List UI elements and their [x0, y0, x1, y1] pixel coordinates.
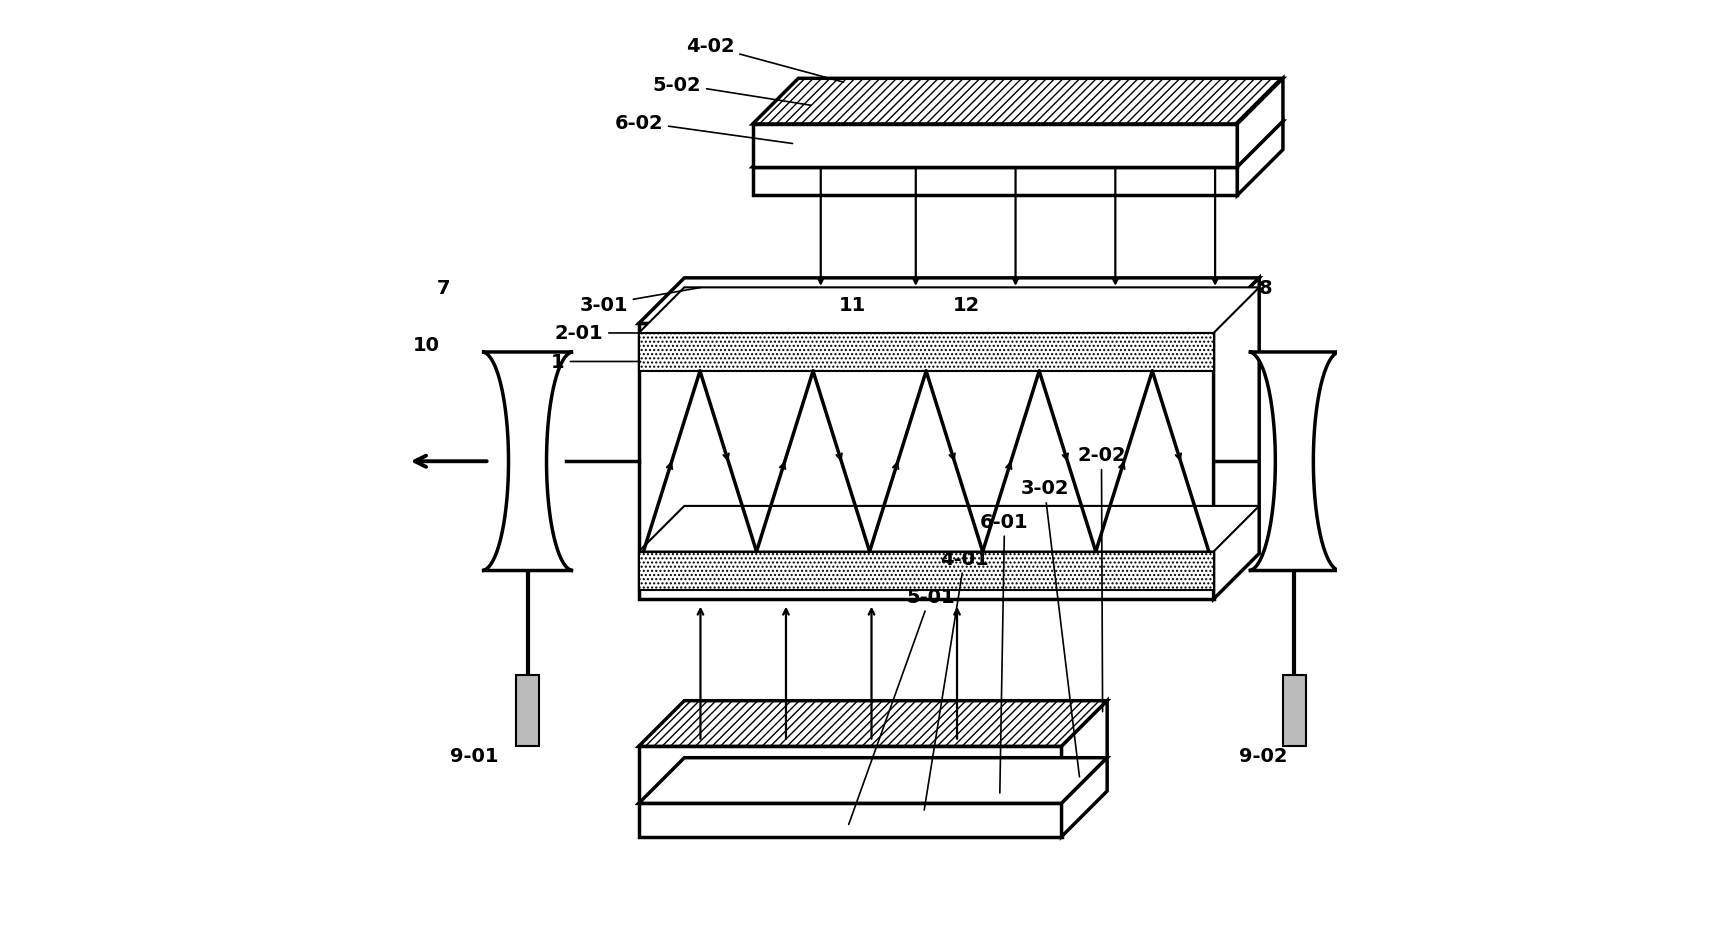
Polygon shape — [515, 675, 539, 746]
Polygon shape — [753, 79, 1282, 125]
Text: 9-01: 9-01 — [450, 746, 498, 765]
Text: 7: 7 — [438, 279, 450, 298]
Polygon shape — [638, 746, 1061, 803]
Polygon shape — [1213, 279, 1258, 600]
Polygon shape — [753, 168, 1237, 196]
Polygon shape — [1247, 352, 1339, 571]
Text: 12: 12 — [953, 296, 980, 314]
Polygon shape — [1061, 758, 1106, 837]
Polygon shape — [638, 333, 1213, 371]
Text: 3-02: 3-02 — [1020, 479, 1079, 777]
Text: 2-02: 2-02 — [1077, 446, 1125, 712]
Text: 5-01: 5-01 — [848, 587, 955, 824]
Polygon shape — [638, 803, 1061, 837]
Polygon shape — [638, 701, 1106, 746]
Text: 9-02: 9-02 — [1239, 746, 1287, 765]
Polygon shape — [1282, 675, 1304, 746]
Text: 3-01: 3-01 — [579, 288, 701, 314]
Polygon shape — [638, 552, 1213, 590]
Text: 2-01: 2-01 — [555, 324, 663, 343]
Polygon shape — [638, 279, 1258, 324]
Polygon shape — [1061, 701, 1106, 803]
Text: 10: 10 — [414, 335, 439, 354]
Polygon shape — [753, 122, 1282, 168]
Polygon shape — [638, 324, 1213, 600]
Polygon shape — [638, 506, 1258, 552]
Text: 4-01: 4-01 — [924, 549, 989, 810]
Text: 8: 8 — [1258, 279, 1272, 298]
Text: 6-02: 6-02 — [613, 113, 793, 145]
Polygon shape — [482, 352, 572, 571]
Text: 5-02: 5-02 — [651, 75, 810, 106]
Polygon shape — [753, 125, 1237, 168]
Polygon shape — [1237, 122, 1282, 196]
Polygon shape — [638, 758, 1106, 803]
Polygon shape — [1237, 79, 1282, 168]
Text: 4-02: 4-02 — [686, 37, 843, 83]
Polygon shape — [638, 288, 1258, 333]
Text: 1: 1 — [551, 352, 641, 371]
Text: 6-01: 6-01 — [980, 512, 1029, 793]
Text: 11: 11 — [839, 296, 865, 314]
